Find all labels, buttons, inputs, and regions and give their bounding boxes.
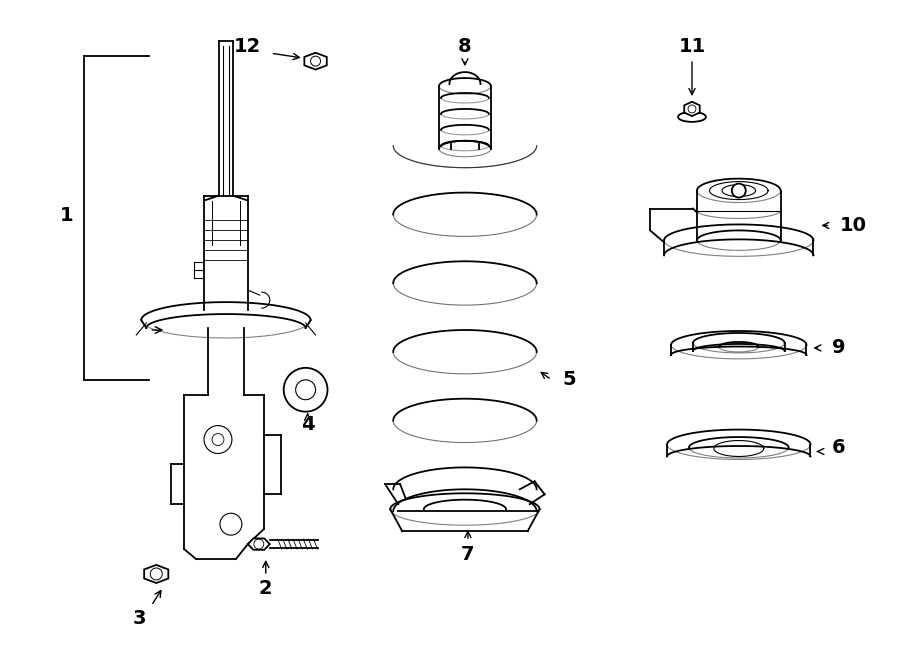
Text: 12: 12 [234, 36, 262, 56]
Text: 3: 3 [132, 609, 146, 628]
Text: 8: 8 [458, 36, 472, 56]
Text: 2: 2 [259, 579, 273, 598]
Text: 1: 1 [59, 206, 74, 225]
Polygon shape [248, 538, 270, 550]
Text: 6: 6 [832, 438, 845, 457]
Text: 5: 5 [562, 370, 576, 389]
Polygon shape [144, 565, 168, 583]
Text: 9: 9 [832, 338, 845, 357]
Circle shape [732, 183, 746, 197]
Ellipse shape [678, 112, 706, 122]
Polygon shape [684, 102, 699, 116]
Circle shape [284, 368, 328, 412]
Text: 10: 10 [840, 216, 867, 235]
Text: 7: 7 [461, 545, 474, 563]
Text: 11: 11 [679, 36, 706, 56]
Text: 4: 4 [301, 415, 314, 434]
Polygon shape [304, 53, 327, 70]
